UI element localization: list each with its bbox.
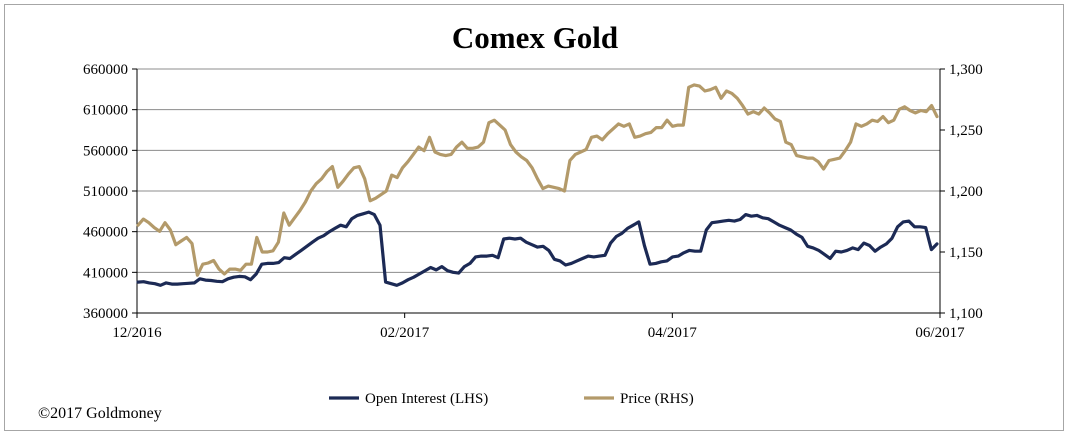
x-axis-ticks: 12/2016 02/2017 04/2017 06/2017 xyxy=(112,313,965,341)
legend-open-interest-label: Open Interest (LHS) xyxy=(365,391,488,407)
left-tick-label: 360000 xyxy=(83,306,128,322)
right-tick-label: 1,300 xyxy=(949,62,983,78)
chart-frame xyxy=(4,4,1064,431)
left-tick-label: 560000 xyxy=(83,143,128,159)
left-tick-label: 660000 xyxy=(83,62,128,78)
copyright-text: ©2017 Goldmoney xyxy=(38,405,162,422)
left-axis-ticks: 660000 610000 560000 510000 460000 410000 3600… xyxy=(83,62,137,322)
left-tick-label: 460000 xyxy=(83,225,128,241)
x-tick-label: 12/2016 xyxy=(112,325,162,341)
right-tick-label: 1,250 xyxy=(949,123,983,139)
series-lines xyxy=(136,83,939,287)
x-tick-label: 02/2017 xyxy=(380,325,430,341)
left-tick-label: 510000 xyxy=(83,184,128,200)
x-tick-label: 04/2017 xyxy=(648,325,698,341)
chart-title: Comex Gold xyxy=(452,20,618,55)
legend: Open Interest (LHS) Price (RHS) xyxy=(329,391,694,407)
right-axis-ticks: 1,300 1,250 1,200 1,150 1,100 xyxy=(940,62,983,322)
legend-price-label: Price (RHS) xyxy=(620,391,694,407)
left-tick-label: 410000 xyxy=(83,265,128,281)
series-line-open-interest xyxy=(136,210,939,287)
right-tick-label: 1,150 xyxy=(949,245,983,261)
series-line-price xyxy=(136,83,939,277)
gridlines xyxy=(137,68,940,314)
right-tick-label: 1,200 xyxy=(949,184,983,200)
right-tick-label: 1,100 xyxy=(949,306,983,322)
left-tick-label: 610000 xyxy=(83,103,128,119)
x-tick-label: 06/2017 xyxy=(915,325,965,341)
